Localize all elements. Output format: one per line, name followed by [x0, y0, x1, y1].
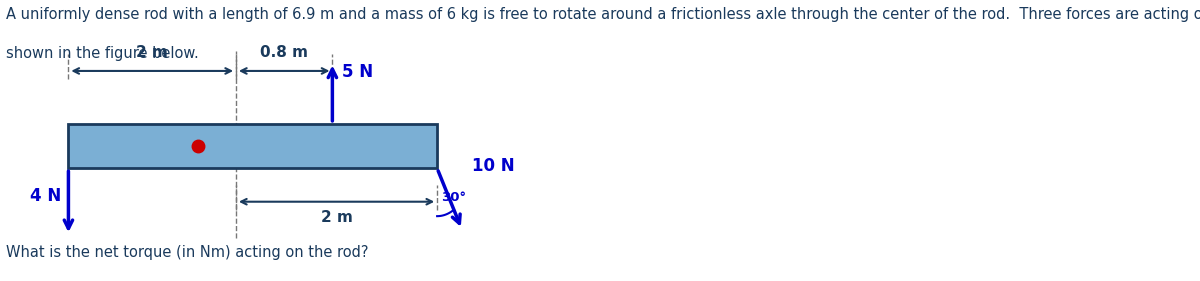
Text: A uniformly dense rod with a length of 6.9 m and a mass of 6 kg is free to rotat: A uniformly dense rod with a length of 6…: [6, 7, 1200, 22]
Text: 5 N: 5 N: [342, 63, 373, 81]
Text: 10 N: 10 N: [472, 157, 515, 175]
Text: shown in the figure below.: shown in the figure below.: [6, 46, 198, 61]
Text: 4 N: 4 N: [30, 187, 61, 205]
Text: 30°: 30°: [442, 191, 467, 203]
Text: 2 m: 2 m: [137, 45, 168, 60]
Bar: [68, 124, 437, 168]
Text: What is the net torque (in Nm) acting on the rod?: What is the net torque (in Nm) acting on…: [6, 245, 368, 260]
Text: 2 m: 2 m: [320, 210, 353, 225]
Text: 0.8 m: 0.8 m: [260, 45, 308, 60]
